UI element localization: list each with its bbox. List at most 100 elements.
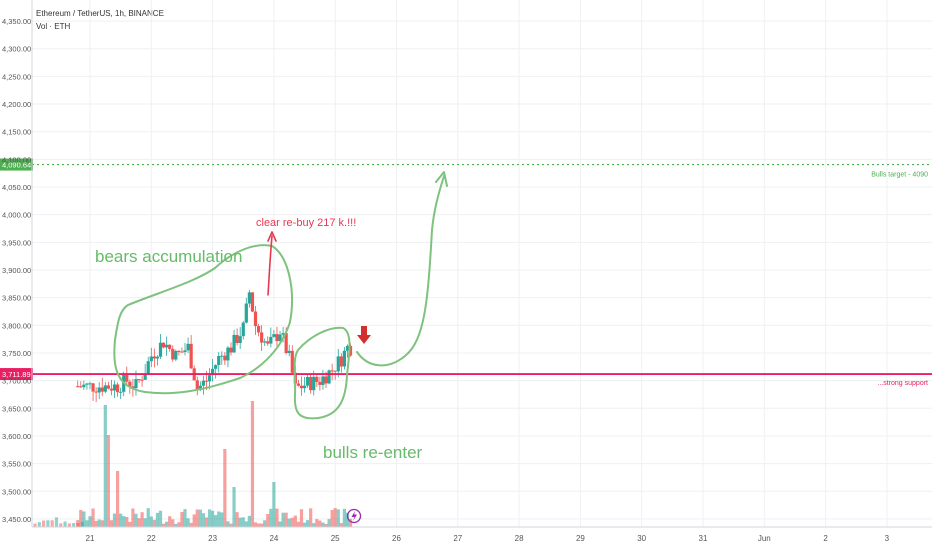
candle-body	[204, 380, 209, 382]
candle-body	[342, 350, 346, 367]
candle-body	[226, 347, 230, 361]
volume-bar	[115, 471, 120, 527]
bulls-target-label: Bulls target - 4090	[871, 172, 928, 179]
volume-bar	[131, 508, 135, 527]
bears-accumulation-label: bears accumulation	[95, 247, 242, 266]
candle-body	[140, 379, 144, 381]
candle-body	[94, 391, 98, 393]
candle-body	[119, 391, 123, 393]
volume-bar	[100, 520, 104, 527]
candle-body	[106, 385, 110, 389]
bears-accumulation-outline	[113, 244, 293, 395]
candle-body	[229, 347, 233, 353]
candle-body	[327, 370, 331, 384]
volume-bar	[168, 516, 172, 527]
candle-body	[201, 380, 206, 386]
candle-body	[152, 356, 156, 359]
volume-bar	[324, 523, 328, 527]
candle-body	[339, 356, 343, 367]
volume-bar	[223, 449, 227, 527]
volume-bar	[284, 512, 288, 527]
volume-bar	[318, 520, 322, 527]
candle-body	[177, 350, 181, 352]
volume-bar	[229, 523, 233, 527]
volume-bar	[260, 523, 264, 527]
candle-body	[91, 383, 95, 392]
price-tick-label: 3,950.00	[2, 238, 31, 247]
volume-bar	[296, 521, 301, 527]
price-tick-label: 3,850.00	[2, 294, 31, 303]
volume-bar	[293, 515, 297, 527]
volume-bar	[201, 513, 206, 527]
volume-bar	[180, 511, 184, 527]
candle-body	[247, 292, 251, 304]
price-tick-label: 4,200.00	[2, 100, 31, 109]
candle-body	[161, 342, 166, 348]
candle-body	[211, 368, 215, 376]
price-tick-label: 3,550.00	[2, 460, 31, 469]
volume-bar	[134, 513, 138, 527]
price-levels: 4,090.64 3,711.89 Bulls target - 4090 ...st…	[0, 158, 932, 387]
support-label: ...strong support	[877, 380, 928, 387]
down-arrow-icon	[357, 326, 371, 344]
price-tick-label: 4,250.00	[2, 72, 31, 81]
candle-body	[171, 348, 175, 360]
candle-body	[302, 385, 307, 389]
bulls-reenter-outline	[293, 326, 351, 420]
volume-bar	[348, 518, 353, 527]
volume-bar	[330, 510, 334, 527]
candle-body	[174, 350, 178, 360]
candle-body	[321, 376, 325, 385]
price-tick-label: 4,150.00	[2, 128, 31, 137]
volume-bar	[192, 514, 196, 527]
time-tick-label: 30	[637, 534, 646, 543]
volume-bar	[161, 523, 166, 527]
volume-bar	[103, 405, 107, 527]
candle-body	[278, 334, 282, 342]
candle-body	[109, 388, 114, 391]
target-price-badge	[0, 158, 33, 171]
volume-bar	[79, 509, 83, 527]
volume-bar	[88, 516, 92, 527]
volume-bar	[327, 519, 331, 527]
volume-bar	[63, 521, 67, 527]
rebuy-label: clear re-buy 217 k.!!!	[256, 217, 356, 229]
volume-bar	[46, 520, 50, 527]
volume-bar	[306, 520, 310, 527]
candle-body	[158, 342, 163, 357]
volume-bar	[72, 522, 76, 527]
volume-bar	[321, 522, 325, 527]
price-tick-label: 3,900.00	[2, 266, 31, 275]
volume-bar	[198, 509, 202, 527]
volume-bar	[128, 521, 132, 527]
volume-bar	[253, 522, 258, 527]
candle-body	[180, 351, 184, 353]
rebuy-arrow	[267, 235, 273, 296]
volume-bar	[281, 512, 285, 527]
candle-body	[330, 370, 334, 372]
candle-body	[263, 341, 267, 343]
candle-body	[312, 376, 316, 391]
support-price-badge-text: 3,711.89	[2, 370, 31, 379]
candle-body	[165, 344, 169, 348]
candle-body	[125, 374, 129, 382]
volume-bar	[137, 518, 141, 527]
projection-arrowhead	[435, 171, 448, 187]
volume-bar	[195, 509, 199, 527]
projection-curve	[356, 175, 445, 367]
candle-body	[244, 303, 248, 323]
volume-bar	[315, 519, 319, 527]
volume-bar	[204, 517, 209, 527]
candle-body	[168, 344, 172, 349]
volume-bar	[177, 522, 181, 527]
volume-indicator-label[interactable]: Vol · ETH	[36, 22, 71, 31]
volume-bar	[272, 482, 276, 527]
volume-bar	[85, 520, 89, 527]
candle-body	[260, 332, 264, 343]
volume-bar	[171, 519, 175, 527]
volume-bar	[290, 517, 294, 527]
volume-bar	[82, 511, 86, 527]
candle-body	[241, 322, 245, 337]
